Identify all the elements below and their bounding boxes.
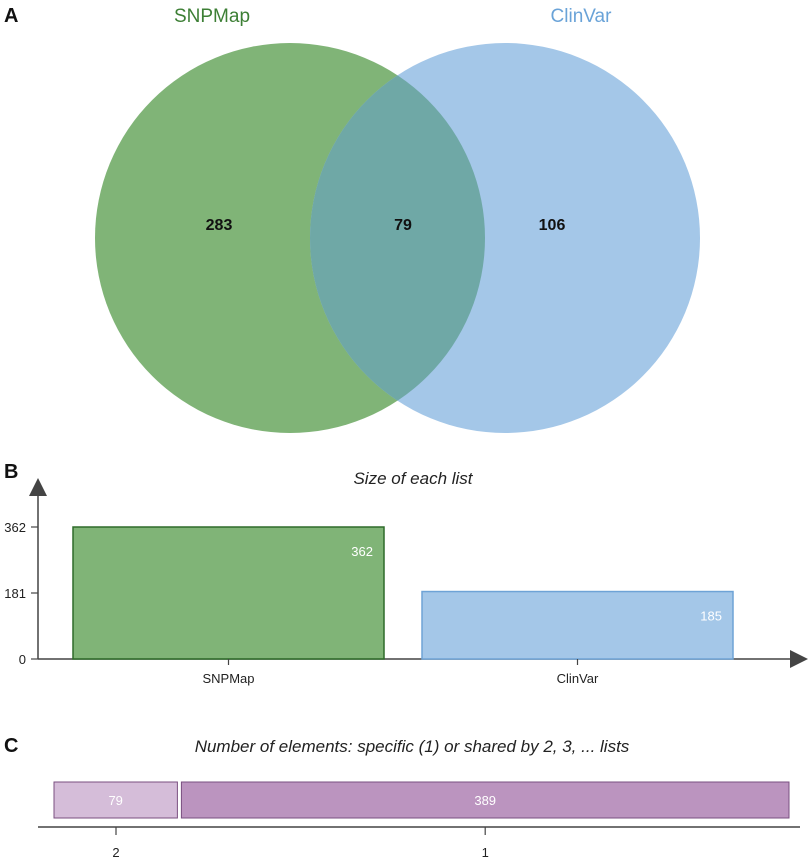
panel-a-letter: A [4,5,18,27]
x-category-label: ClinVar [557,671,599,686]
segment-value-label: 79 [108,793,122,808]
clinvar-set-title: ClinVar [551,6,613,27]
segment-1 [180,781,790,819]
bar-clinvar [421,590,734,660]
segment-value-label: 389 [474,793,496,808]
y-tick-label: 362 [4,520,26,535]
snpmap-only-count: 283 [206,217,233,234]
c-tick-label: 1 [482,845,489,860]
segment-2 [53,781,178,819]
overlap-region [310,43,485,433]
panel-c-letter: C [4,735,18,757]
snpmap-set-title: SNPMap [174,6,250,27]
panel-b-letter: B [4,461,18,483]
bar-chart-title: Size of each list [353,469,473,488]
panel-a-venn: A SNPMap ClinVar 283 79 106 [4,5,700,433]
y-tick-label: 0 [19,652,26,667]
panel-c-stacked-bar: C Number of elements: specific (1) or sh… [4,735,800,860]
bar-snpmap [72,526,385,660]
stacked-bar-title: Number of elements: specific (1) or shar… [195,737,630,756]
y-tick-label: 181 [4,586,26,601]
clinvar-only-count: 106 [539,217,566,234]
shared-count: 79 [394,217,412,234]
bar-value-label: 362 [351,544,373,559]
c-tick-label: 2 [112,845,119,860]
panel-b-bar-chart: B Size of each list 0 181 362 362 SNPMap 185 C… [4,461,808,686]
x-category-label: SNPMap [202,671,254,686]
bar-value-label: 185 [700,609,722,624]
